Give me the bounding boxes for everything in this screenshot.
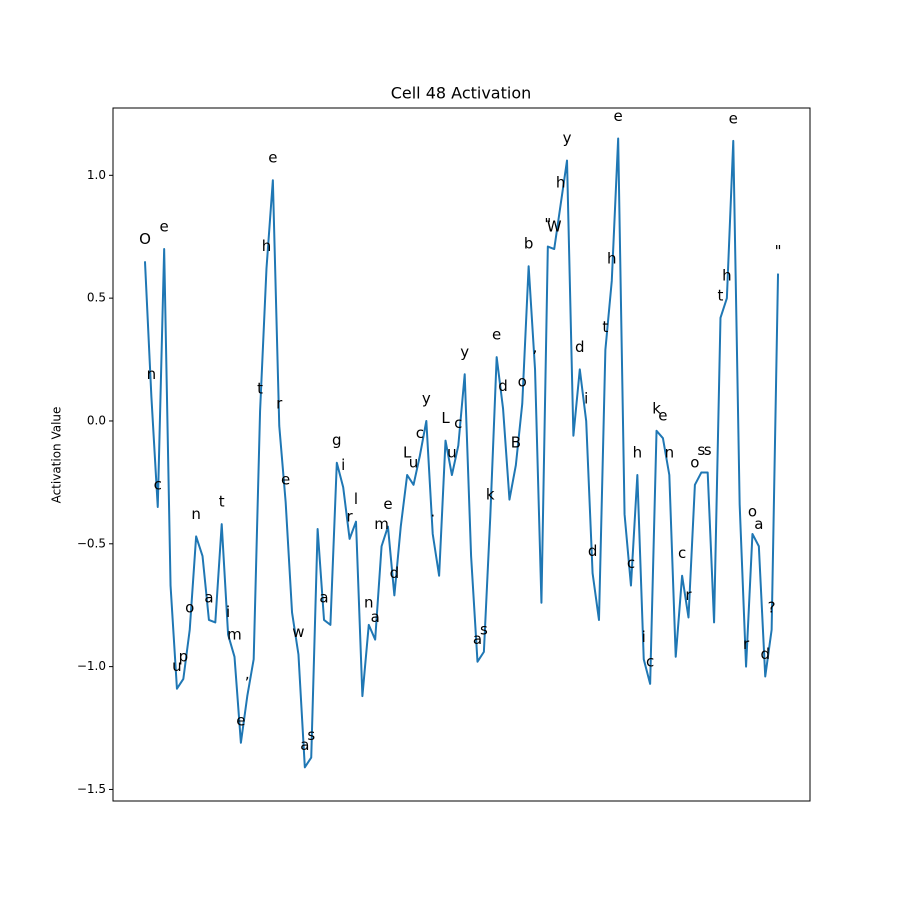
- char-annotation: e: [236, 711, 245, 729]
- chart-title: Cell 48 Activation: [391, 84, 532, 103]
- char-annotation: e: [160, 218, 169, 236]
- char-annotation: m: [374, 515, 389, 533]
- char-annotation: n: [665, 444, 675, 462]
- char-annotation: e: [658, 407, 667, 425]
- y-tick-label: −1.0: [77, 659, 106, 673]
- char-annotation: ": [544, 215, 551, 233]
- char-annotation: s: [307, 726, 315, 744]
- char-annotation: t: [602, 318, 608, 336]
- char-annotation: b: [524, 235, 534, 253]
- char-annotation: ": [775, 242, 782, 260]
- char-annotation: i: [642, 628, 646, 646]
- char-annotation: c: [678, 544, 686, 562]
- char-annotation: c: [416, 424, 424, 442]
- char-annotation: k: [652, 399, 661, 417]
- char-annotation: o: [185, 598, 194, 616]
- char-annotation: d: [760, 645, 770, 663]
- y-tick-label: 0.0: [87, 413, 106, 427]
- line: [143, 137, 780, 769]
- y-tick-label: −1.5: [77, 782, 106, 796]
- char-annotation: e: [268, 149, 277, 167]
- char-annotation: e: [492, 326, 501, 344]
- char-annotation: h: [633, 444, 643, 462]
- char-annotation: n: [147, 365, 157, 383]
- char-annotation: y: [460, 343, 469, 361]
- char-annotation: r: [276, 394, 283, 412]
- char-annotation: k: [486, 485, 495, 503]
- char-annotation: W: [547, 218, 562, 236]
- char-annotation: w: [292, 623, 304, 641]
- char-annotation: a: [473, 630, 482, 648]
- char-annotation: e: [383, 495, 392, 513]
- char-annotation: d: [390, 564, 400, 582]
- char-annotation: e: [281, 471, 290, 489]
- char-annotation: c: [627, 554, 635, 572]
- char-annotation: r: [347, 507, 354, 525]
- char-annotation: .: [430, 502, 435, 520]
- char-annotation: t: [718, 286, 724, 304]
- char-annotation: p: [179, 647, 189, 665]
- char-annotation: a: [319, 588, 328, 606]
- char-annotation: h: [722, 267, 732, 285]
- char-annotation: o: [518, 372, 527, 390]
- char-annotation: m: [227, 625, 242, 643]
- char-annotation: d: [588, 542, 598, 560]
- char-annotation: g: [332, 431, 342, 449]
- char-annotation: t: [219, 493, 225, 511]
- char-annotation: r: [685, 586, 692, 604]
- plot-frame: [112, 107, 811, 802]
- char-annotation: o: [690, 453, 699, 471]
- char-annotation: n: [364, 593, 374, 611]
- char-annotation: a: [300, 736, 309, 754]
- char-annotation: ,: [245, 665, 250, 683]
- char-annotation: s: [697, 441, 705, 459]
- char-annotation: h: [556, 173, 566, 191]
- char-annotation: o: [748, 502, 757, 520]
- char-annotation: u: [409, 453, 419, 471]
- char-annotation: h: [262, 237, 272, 255]
- char-annotation: i: [584, 389, 588, 407]
- char-annotation: c: [646, 652, 654, 670]
- y-tick-label: 0.5: [87, 291, 106, 305]
- char-annotation: a: [371, 608, 380, 626]
- char-annotation: d: [498, 377, 508, 395]
- char-annotation: O: [139, 230, 151, 248]
- char-annotation: n: [191, 505, 201, 523]
- char-annotation: a: [754, 515, 763, 533]
- char-annotation: h: [607, 249, 617, 267]
- char-annotation: e: [729, 109, 738, 127]
- char-annotation: u: [447, 444, 457, 462]
- y-tick-label: 1.0: [87, 168, 106, 182]
- char-annotation: y: [422, 389, 431, 407]
- char-annotation: L: [403, 444, 412, 462]
- char-annotation: d: [575, 338, 585, 356]
- char-annotation: L: [441, 409, 450, 427]
- char-annotation: u: [172, 657, 182, 675]
- y-tick-label: −0.5: [77, 536, 106, 550]
- char-annotation: s: [704, 441, 712, 459]
- y-axis-label: Activation Value: [50, 407, 64, 504]
- char-annotation: e: [614, 107, 623, 125]
- char-annotation: B: [511, 434, 521, 452]
- char-annotation: i: [341, 456, 345, 474]
- char-annotation: l: [354, 490, 358, 508]
- char-annotation: s: [480, 620, 488, 638]
- char-annotation: c: [154, 475, 162, 493]
- char-annotation: c: [454, 414, 462, 432]
- char-annotation: a: [204, 588, 213, 606]
- char-annotation: ?: [768, 598, 776, 616]
- char-annotation: r: [743, 635, 750, 653]
- char-annotation: i: [226, 603, 230, 621]
- char-annotation: ,: [533, 338, 538, 356]
- char-annotation: y: [563, 129, 572, 147]
- char-annotation: t: [257, 380, 263, 398]
